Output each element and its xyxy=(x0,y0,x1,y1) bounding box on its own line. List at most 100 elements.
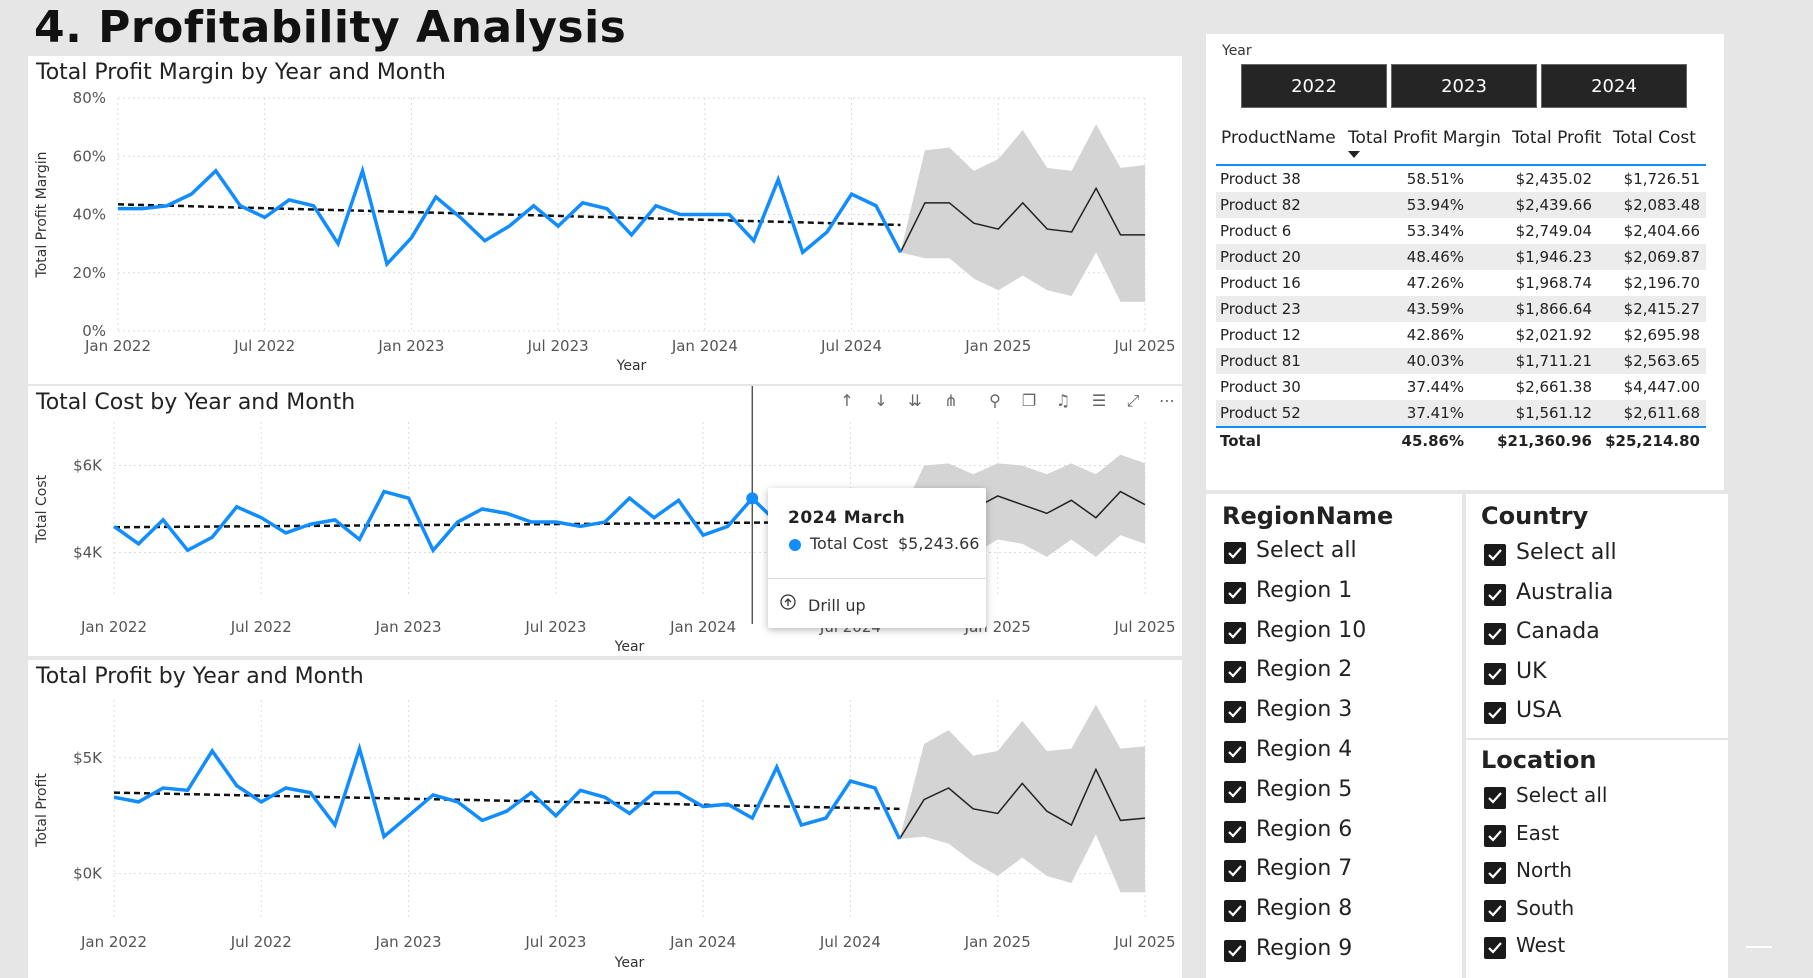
profit-margin-cell: 40.03% xyxy=(1406,352,1464,370)
year-option-2022[interactable]: 2022 xyxy=(1241,64,1387,108)
filter-icon[interactable]: ☰ xyxy=(1091,391,1107,410)
region-option-checkbox[interactable] xyxy=(1224,661,1246,684)
cost-cell: $2,695.98 xyxy=(1623,326,1700,344)
location-option-checkbox[interactable] xyxy=(1484,937,1506,959)
profit-cell: $2,435.02 xyxy=(1515,170,1592,188)
drill-up-button[interactable]: Drill up xyxy=(808,596,866,615)
location-option-label[interactable]: West xyxy=(1516,933,1566,957)
profit-margin-chart[interactable]: Total Profit Margin by Year and Month Ja… xyxy=(28,56,1182,384)
region-option-label[interactable]: Region 10 xyxy=(1256,617,1367,643)
country-option-label[interactable]: USA xyxy=(1516,698,1562,723)
x-tick-label: Jan 2024 xyxy=(669,618,736,636)
x-tick-label: Jan 2022 xyxy=(80,933,147,951)
table-row[interactable]: Product 23 43.59% $1,866.64 $2,415.27 xyxy=(1216,296,1706,322)
more-options-icon[interactable]: ⋯ xyxy=(1159,391,1175,410)
region-option-checkbox[interactable] xyxy=(1224,542,1246,564)
year-option-2024[interactable]: 2024 xyxy=(1541,64,1687,108)
table-row[interactable]: Product 6 53.34% $2,749.04 $2,404.66 xyxy=(1216,218,1706,244)
table-row[interactable]: Product 82 53.94% $2,439.66 $2,083.48 xyxy=(1216,192,1706,218)
expand-all-icon[interactable]: ⋔ xyxy=(944,391,958,410)
region-option-checkbox[interactable] xyxy=(1224,581,1246,604)
drill-up-circle-icon[interactable] xyxy=(780,594,796,610)
country-option-label[interactable]: Select all xyxy=(1516,540,1617,565)
table-row[interactable]: Product 52 37.41% $1,561.12 $2,611.68 xyxy=(1216,400,1706,426)
region-option-checkbox[interactable] xyxy=(1224,741,1246,763)
profit-margin-cell: 42.86% xyxy=(1406,326,1464,344)
region-option-label[interactable]: Region 9 xyxy=(1256,936,1353,961)
drill-up-arrow-icon[interactable]: ↑ xyxy=(840,391,854,410)
x-tick-label: Jul 2025 xyxy=(1113,337,1175,355)
year-option-2023[interactable]: 2023 xyxy=(1391,64,1537,108)
region-option-label[interactable]: Region 6 xyxy=(1256,816,1353,842)
country-option-label[interactable]: UK xyxy=(1516,658,1547,684)
focus-mode-icon[interactable]: ⤢ xyxy=(1126,391,1140,410)
header-underline xyxy=(1216,164,1706,166)
region-option-checkbox[interactable] xyxy=(1224,940,1246,962)
y-tick-label: 60% xyxy=(73,147,106,165)
country-option-checkbox[interactable] xyxy=(1484,623,1506,645)
pin-icon[interactable]: ⚲ xyxy=(989,391,1001,410)
profit-cell: $1,711.21 xyxy=(1515,352,1592,370)
country-option-label[interactable]: Canada xyxy=(1516,619,1600,644)
region-option-checkbox[interactable] xyxy=(1224,701,1246,724)
table-row[interactable]: Product 20 48.46% $1,946.23 $2,069.87 xyxy=(1216,244,1706,270)
alert-icon[interactable]: ♫ xyxy=(1055,391,1071,410)
country-option-checkbox[interactable] xyxy=(1484,662,1506,685)
table-row[interactable]: Product 12 42.86% $2,021.92 $2,695.98 xyxy=(1216,322,1706,348)
drill-down-arrow-icon[interactable]: ↓ xyxy=(874,391,888,410)
region-option-label[interactable]: Region 3 xyxy=(1256,697,1353,723)
country-option-checkbox[interactable] xyxy=(1484,702,1506,724)
region-option-label[interactable]: Region 2 xyxy=(1256,657,1353,683)
region-option-label[interactable]: Region 8 xyxy=(1256,896,1353,922)
profit-margin-cell: 47.26% xyxy=(1406,274,1464,292)
country-option-label[interactable]: Australia xyxy=(1516,579,1614,605)
location-option-label[interactable]: North xyxy=(1516,858,1572,882)
location-option-checkbox[interactable] xyxy=(1484,824,1506,847)
region-option-label[interactable]: Region 5 xyxy=(1256,776,1353,802)
region-option-checkbox[interactable] xyxy=(1224,900,1246,923)
location-slicer xyxy=(1466,740,1728,978)
location-option-label[interactable]: South xyxy=(1516,895,1575,920)
table-row[interactable]: Product 30 37.44% $2,661.38 $4,447.00 xyxy=(1216,374,1706,400)
region-option-label[interactable]: Region 1 xyxy=(1256,577,1353,603)
location-option-label[interactable]: Select all xyxy=(1516,783,1608,807)
region-option-checkbox[interactable] xyxy=(1224,621,1246,644)
region-slicer-title: RegionName xyxy=(1222,502,1394,530)
total-profit-chart[interactable]: Total Profit by Year and Month Jan 2022 J… xyxy=(28,660,1182,978)
region-option-label[interactable]: Select all xyxy=(1256,538,1357,563)
table-row[interactable]: Product 38 58.51% $2,435.02 $1,726.51 xyxy=(1216,166,1706,192)
column-header-total-profit[interactable]: Total Profit xyxy=(1512,128,1602,148)
region-option-checkbox[interactable] xyxy=(1224,780,1246,803)
profit-margin-plot[interactable]: Jan 2022 Jul 2022 Jan 2023 Jul 2023 Jan 2024… xyxy=(28,56,1182,384)
copy-icon[interactable]: ❐ xyxy=(1021,391,1037,410)
total-profit-plot[interactable]: Jan 2022 Jul 2022 Jan 2023 Jul 2023 Jan 2024… xyxy=(28,660,1182,978)
total-cost-plot[interactable]: Jan 2022 Jul 2022 Jan 2023 Jul 2023 Jan 2024… xyxy=(28,386,1182,656)
profit-cell: $1,866.64 xyxy=(1515,300,1592,318)
chart-title: Total Profit by Year and Month xyxy=(36,664,364,689)
y-tick-label: $0K xyxy=(73,865,103,883)
region-option-label[interactable]: Region 7 xyxy=(1256,856,1353,882)
table-row[interactable]: Product 16 47.26% $1,968.74 $2,196.70 xyxy=(1216,270,1706,296)
x-tick-label: Jul 2025 xyxy=(1113,618,1175,636)
country-option-checkbox[interactable] xyxy=(1484,544,1506,566)
location-option-label[interactable]: East xyxy=(1516,820,1560,845)
x-tick-label: Jul 2022 xyxy=(233,337,295,355)
profit-margin-cell: 48.46% xyxy=(1406,248,1464,266)
column-header-productname[interactable]: ProductName xyxy=(1221,128,1336,148)
location-option-checkbox[interactable] xyxy=(1484,899,1506,922)
total-cost-chart[interactable]: Total Cost by Year and Month Jan 2022 Jul… xyxy=(28,386,1182,656)
expand-next-level-icon[interactable]: ⇊ xyxy=(908,391,922,410)
column-header-total-cost[interactable]: Total Cost xyxy=(1613,128,1696,148)
sort-descending-icon xyxy=(1348,151,1360,158)
location-option-checkbox[interactable] xyxy=(1484,787,1506,809)
region-option-checkbox[interactable] xyxy=(1224,860,1246,883)
tooltip-series-label: Total Cost xyxy=(810,534,889,553)
trend-line xyxy=(113,791,900,811)
location-option-checkbox[interactable] xyxy=(1484,862,1506,884)
region-option-checkbox[interactable] xyxy=(1224,820,1246,843)
column-header-total-profit-margin[interactable]: Total Profit Margin xyxy=(1348,128,1501,148)
country-option-checkbox[interactable] xyxy=(1484,583,1506,606)
forecast-confidence-band xyxy=(899,704,1145,893)
table-row[interactable]: Product 81 40.03% $1,711.21 $2,563.65 xyxy=(1216,348,1706,374)
region-option-label[interactable]: Region 4 xyxy=(1256,737,1353,762)
